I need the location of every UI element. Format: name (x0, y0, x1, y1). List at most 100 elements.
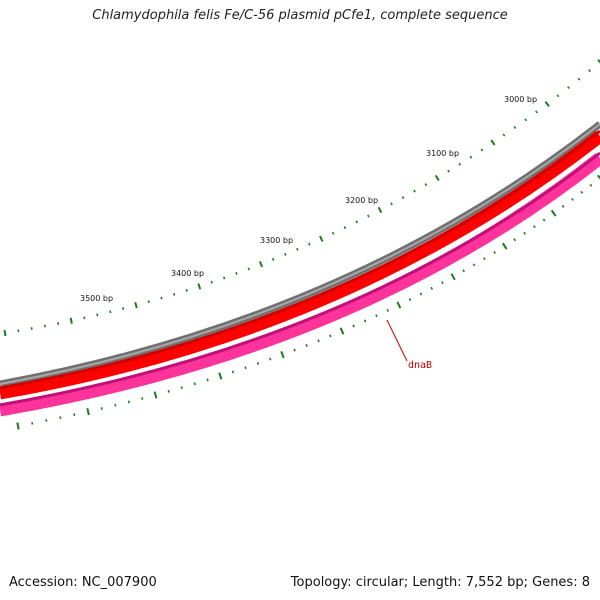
minor-tick (210, 280, 213, 284)
inner-tick-marks (16, 174, 600, 430)
minor-tick (352, 324, 355, 328)
minor-tick (206, 378, 209, 382)
minor-tick (57, 322, 60, 325)
minor-tick (96, 313, 99, 317)
minor-tick (577, 77, 581, 81)
major-tick (597, 59, 600, 64)
minor-tick (430, 286, 434, 290)
minor-tick (513, 126, 517, 130)
minor-tick (284, 252, 287, 256)
minor-tick (567, 86, 570, 90)
minor-tick (235, 272, 238, 275)
minor-tick (343, 226, 347, 230)
minor-tick (401, 196, 405, 200)
minor-tick (317, 339, 320, 343)
major-tick (450, 273, 456, 281)
major-tick (86, 408, 90, 416)
minor-tick (100, 407, 103, 410)
gene-callout-line (386, 319, 408, 362)
minor-tick (390, 202, 393, 206)
minor-tick (367, 214, 370, 218)
minor-tick (109, 310, 112, 314)
minor-tick (580, 190, 584, 194)
minor-tick (269, 357, 272, 361)
minor-tick (308, 242, 311, 246)
major-tick (434, 174, 440, 182)
minor-tick (167, 389, 170, 393)
minor-tick (447, 169, 450, 173)
major-tick (319, 235, 324, 242)
major-tick (134, 302, 138, 309)
minor-tick (424, 183, 428, 187)
major-tick (490, 139, 496, 146)
minor-tick (419, 292, 423, 296)
tick-label-3100: 3100 bp (426, 149, 459, 158)
major-tick (502, 242, 508, 250)
major-tick (153, 391, 158, 399)
minor-tick (231, 370, 235, 374)
minor-tick (222, 276, 226, 280)
minor-tick (533, 225, 536, 229)
tick-label-3300: 3300 bp (260, 236, 293, 245)
minor-tick (462, 269, 465, 273)
gene-label-dnab: dnaB (408, 360, 432, 371)
tick-label-3200: 3200 bp (345, 196, 378, 205)
forward-strand-track-shade (0, 129, 600, 390)
minor-tick (83, 316, 86, 320)
minor-tick (59, 416, 62, 420)
minor-tick (589, 183, 593, 187)
tick-label-3500: 3500 bp (80, 294, 113, 303)
minor-tick (363, 319, 367, 323)
minor-tick (256, 362, 260, 365)
major-tick (280, 351, 285, 359)
minor-tick (114, 403, 117, 407)
minor-tick (472, 263, 476, 267)
major-tick (69, 317, 73, 324)
tick-label-3000: 3000 bp (504, 95, 537, 104)
backbone-ring-highlight (0, 123, 600, 385)
minor-tick (160, 296, 163, 300)
minor-tick (247, 267, 250, 271)
minor-tick (375, 314, 378, 318)
major-tick (597, 174, 600, 180)
major-tick (16, 422, 20, 430)
major-tick (544, 100, 550, 107)
major-tick (197, 283, 202, 290)
minor-tick (441, 281, 444, 285)
forward-strand-track (0, 130, 600, 400)
minor-tick (588, 69, 591, 73)
major-tick (377, 206, 383, 214)
minor-tick (73, 413, 76, 417)
map-title: Chlamydophila felis Fe/C-56 plasmid pCfe… (92, 8, 508, 23)
minor-tick (329, 334, 332, 338)
minor-tick (542, 218, 546, 222)
minor-tick (355, 220, 358, 224)
minor-tick (513, 238, 517, 242)
minor-tick (571, 197, 574, 201)
minor-tick (535, 110, 538, 114)
minor-tick (141, 397, 144, 400)
minor-tick (386, 308, 389, 312)
minor-tick (305, 344, 308, 347)
major-tick (3, 329, 7, 337)
minor-tick (502, 133, 506, 137)
summary-text: Topology: circular; Length: 7,552 bp; Ge… (290, 575, 590, 590)
major-tick (218, 372, 223, 380)
minor-tick (331, 231, 335, 235)
outer-tick-marks (3, 59, 600, 337)
minor-tick (480, 148, 484, 152)
minor-tick (244, 366, 247, 370)
minor-tick (458, 162, 462, 166)
tick-label-3400: 3400 bp (171, 269, 204, 278)
major-tick (258, 261, 264, 268)
major-tick (339, 327, 345, 335)
minor-tick (173, 292, 176, 296)
reverse-strand-track (0, 152, 600, 417)
minor-tick (293, 348, 296, 352)
major-tick (550, 209, 557, 217)
minor-tick (408, 298, 412, 302)
minor-tick (469, 155, 473, 159)
minor-tick (193, 382, 196, 386)
minor-tick (147, 300, 150, 304)
minor-tick (180, 386, 183, 390)
